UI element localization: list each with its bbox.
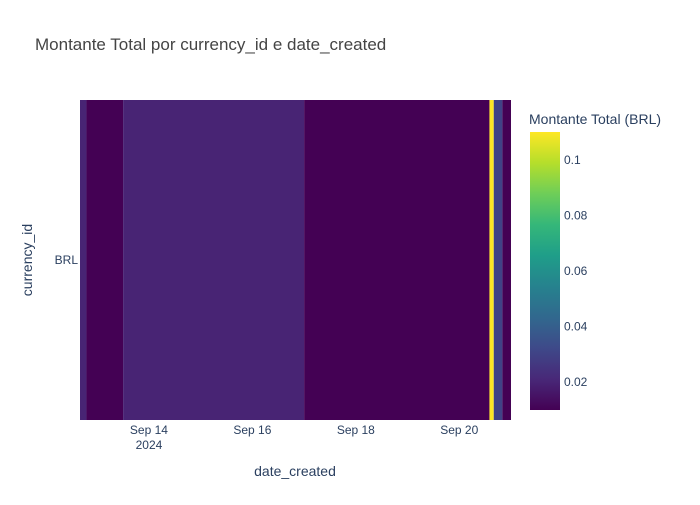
x-tick-label: Sep 16 [233, 423, 271, 437]
heatmap-cell [304, 100, 490, 420]
x-axis-title: date_created [254, 463, 336, 479]
y-axis-title: currency_id [19, 224, 35, 296]
x-tick-label: Sep 20 [440, 423, 478, 437]
heatmap-cell [86, 100, 124, 420]
colorbar-tick-label: 0.08 [564, 208, 588, 222]
colorbar-tick-label: 0.06 [564, 264, 588, 278]
x-tick-sublabel: 2024 [136, 438, 163, 452]
heatmap-cell [502, 100, 511, 420]
y-tick-label: BRL [55, 253, 79, 267]
heatmap-cell [489, 100, 494, 420]
x-tick-label: Sep 18 [337, 423, 375, 437]
colorbar-gradient [530, 132, 560, 410]
colorbar-ticks: 0.02 0.04 0.06 0.08 0.1 [564, 153, 588, 389]
colorbar-tick-label: 0.1 [564, 153, 581, 167]
colorbar: Montante Total (BRL) 0.02 0.04 0.06 0.08 0.1 [529, 111, 661, 410]
colorbar-tick-label: 0.02 [564, 375, 588, 389]
colorbar-title: Montante Total (BRL) [529, 111, 661, 127]
y-axis: BRL [55, 253, 79, 267]
x-tick-label: Sep 14 [130, 423, 168, 437]
chart-title: Montante Total por currency_id e date_cr… [35, 35, 386, 54]
heatmap-cell [80, 100, 87, 420]
plot-area [80, 100, 511, 420]
heatmap-cell [493, 100, 503, 420]
colorbar-tick-label: 0.04 [564, 320, 588, 334]
heatmap-cell [123, 100, 305, 420]
